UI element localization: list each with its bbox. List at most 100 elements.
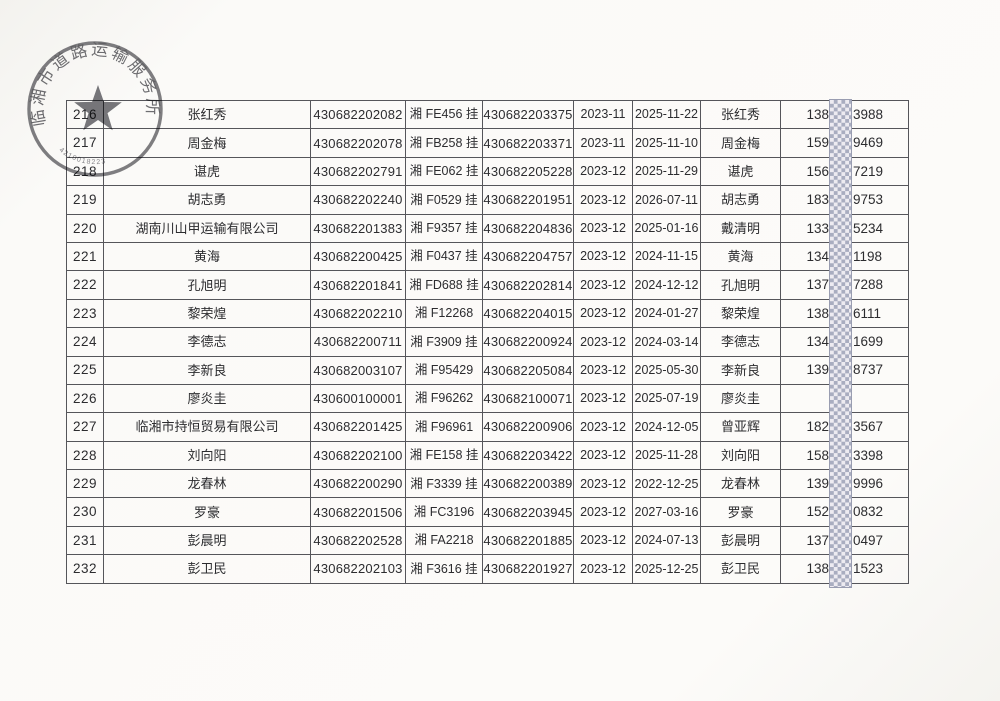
cell-owner-name: 彭晨明	[104, 526, 311, 556]
cell-valid-until: 2025-11-29	[633, 157, 701, 187]
cell-plate-no: 湘 F0529 挂	[406, 186, 483, 215]
cell-issue-month: 2023-12	[574, 299, 633, 329]
cell-valid-until: 2024-11-15	[633, 242, 701, 272]
cell-license-no: 430600100001	[311, 384, 406, 414]
phone-suffix: 7288	[853, 277, 884, 293]
cell-contact-name: 李新良	[701, 356, 781, 385]
phone-prefix: 138	[806, 305, 829, 321]
cell-license-no: 430682202210	[311, 299, 406, 329]
cell-plate-no: 湘 F0437 挂	[406, 242, 483, 272]
cell-permit-no: 430682203371	[483, 129, 574, 158]
table-row: 225 李新良 430682003107 湘 F95429 4306822050…	[67, 356, 909, 385]
cell-license-no: 430682201425	[311, 413, 406, 442]
phone-prefix: 134	[806, 334, 829, 350]
cell-valid-until: 2025-12-25	[633, 555, 701, 584]
cell-valid-until: 2024-07-13	[633, 526, 701, 556]
cell-permit-no: 430682204836	[483, 214, 574, 243]
phone-prefix: 159	[806, 135, 829, 151]
phone-suffix: 0832	[853, 504, 884, 520]
phone-prefix: 156	[806, 163, 829, 179]
cell-valid-until: 2022-12-25	[633, 470, 701, 499]
cell-issue-month: 2023-12	[574, 498, 633, 527]
cell-plate-no: 湘 FE158 挂	[406, 441, 483, 471]
cell-seq-number: 222	[67, 271, 104, 300]
phone-suffix: 3988	[853, 106, 884, 122]
cell-permit-no: 430682200924	[483, 328, 574, 357]
cell-contact-name: 胡志勇	[701, 186, 781, 215]
phone-prefix: 183	[806, 192, 829, 208]
phone-suffix: 9469	[853, 135, 884, 151]
cell-issue-month: 2023-12	[574, 328, 633, 357]
phone-suffix: 0497	[853, 532, 884, 548]
cell-plate-no: 湘 F9357 挂	[406, 214, 483, 243]
cell-permit-no: 430682202814	[483, 271, 574, 300]
cell-issue-month: 2023-12	[574, 214, 633, 243]
cell-valid-until: 2027-03-16	[633, 498, 701, 527]
cell-owner-name: 龙春林	[104, 470, 311, 499]
table-row: 216 张红秀 430682202082 湘 FE456 挂 430682203…	[67, 101, 909, 130]
phone-prefix: 137	[806, 277, 829, 293]
cell-issue-month: 2023-12	[574, 441, 633, 471]
cell-issue-month: 2023-12	[574, 157, 633, 187]
cell-contact-name: 彭卫民	[701, 555, 781, 584]
table-row: 217 周金梅 430682202078 湘 FB258 挂 430682203…	[67, 129, 909, 158]
phone-suffix: 3398	[853, 447, 884, 463]
cell-owner-name: 李德志	[104, 328, 311, 357]
cell-issue-month: 2023-12	[574, 271, 633, 300]
cell-seq-number: 228	[67, 441, 104, 471]
cell-valid-until: 2024-03-14	[633, 328, 701, 357]
cell-valid-until: 2024-12-05	[633, 413, 701, 442]
cell-permit-no: 430682203422	[483, 441, 574, 471]
cell-seq-number: 224	[67, 328, 104, 357]
cell-issue-month: 2023-12	[574, 470, 633, 499]
table-row: 218 谌虎 430682202791 湘 FE062 挂 4306822052…	[67, 157, 909, 187]
cell-issue-month: 2023-12	[574, 356, 633, 385]
phone-suffix: 6111	[853, 305, 882, 321]
cell-issue-month: 2023-11	[574, 129, 633, 158]
cell-seq-number: 217	[67, 129, 104, 158]
cell-license-no: 430682201506	[311, 498, 406, 527]
cell-contact-name: 黎荣煌	[701, 299, 781, 329]
cell-plate-no: 湘 F3616 挂	[406, 555, 483, 584]
cell-license-no: 430682200425	[311, 242, 406, 272]
cell-permit-no: 430682200906	[483, 413, 574, 442]
cell-issue-month: 2023-11	[574, 101, 633, 130]
cell-plate-no: 湘 F96961	[406, 413, 483, 442]
cell-license-no: 430682202791	[311, 157, 406, 187]
table-row: 222 孔旭明 430682201841 湘 FD688 挂 430682202…	[67, 271, 909, 300]
phone-prefix: 133	[806, 220, 829, 236]
table-row: 219 胡志勇 430682202240 湘 F0529 挂 430682201…	[67, 186, 909, 215]
cell-seq-number: 221	[67, 242, 104, 272]
cell-permit-no: 430682100071	[483, 384, 574, 414]
cell-contact-name: 周金梅	[701, 129, 781, 158]
cell-seq-number: 231	[67, 526, 104, 556]
cell-license-no: 430682003107	[311, 356, 406, 385]
phone-suffix: 1198	[853, 248, 883, 264]
cell-license-no: 430682202082	[311, 101, 406, 130]
phone-prefix: 139	[806, 362, 829, 378]
cell-plate-no: 湘 F96262	[406, 384, 483, 414]
table-row: 227 临湘市持恒贸易有限公司 430682201425 湘 F96961 43…	[67, 413, 909, 442]
cell-license-no: 430682201841	[311, 271, 406, 300]
phone-prefix: 134	[806, 248, 829, 264]
cell-contact-name: 廖炎圭	[701, 384, 781, 414]
cell-valid-until: 2024-01-27	[633, 299, 701, 329]
cell-issue-month: 2023-12	[574, 242, 633, 272]
vehicle-register-table: 216 张红秀 430682202082 湘 FE456 挂 430682203…	[66, 99, 909, 588]
cell-contact-name: 李德志	[701, 328, 781, 357]
table-row: 228 刘向阳 430682202100 湘 FE158 挂 430682203…	[67, 441, 909, 471]
phone-prefix: 152	[806, 504, 829, 520]
cell-permit-no: 430682201927	[483, 555, 574, 584]
cell-plate-no: 湘 F95429	[406, 356, 483, 385]
cell-license-no: 430682201383	[311, 214, 406, 243]
cell-contact-name: 黄海	[701, 242, 781, 272]
cell-permit-no: 430682201951	[483, 186, 574, 215]
table-row: 224 李德志 430682200711 湘 F3909 挂 430682200…	[67, 328, 909, 357]
cell-plate-no: 湘 FE456 挂	[406, 101, 483, 130]
cell-valid-until: 2025-11-22	[633, 101, 701, 130]
cell-license-no: 430682200711	[311, 328, 406, 357]
phone-prefix: 182	[806, 419, 829, 435]
cell-valid-until: 2026-07-11	[633, 186, 701, 215]
cell-issue-month: 2023-12	[574, 555, 633, 584]
